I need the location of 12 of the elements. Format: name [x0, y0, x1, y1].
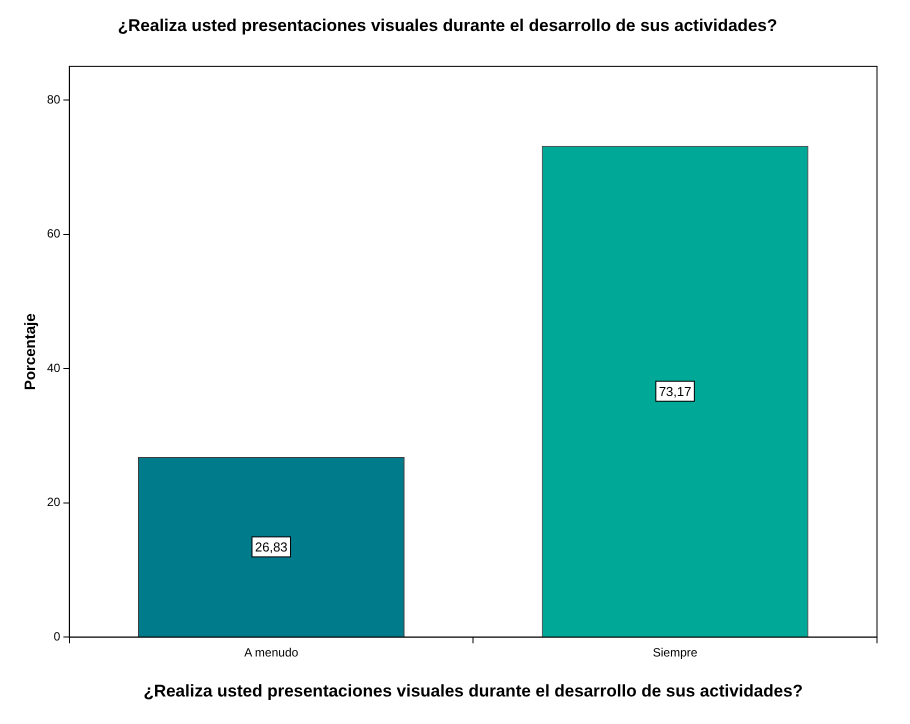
y-tick-label: 80: [46, 92, 61, 106]
y-tick-label: 20: [46, 495, 61, 510]
x-tick-label: Siempre: [652, 646, 698, 660]
y-tick-label: 60: [46, 226, 61, 241]
x-tick-label: A menudo: [244, 646, 299, 660]
y-axis-title: Porcentaje: [22, 313, 40, 390]
y-tick-label: 40: [46, 360, 61, 375]
data-label: 73,17: [658, 384, 692, 399]
data-label: 26,83: [254, 539, 288, 554]
chart-title: ¿Realiza usted presentaciones visuales durante el desarrollo de sus actividades?: [118, 16, 778, 35]
x-axis-title: ¿Realiza usted presentaciones visuales durante el desarrollo de sus actividades?: [143, 681, 803, 700]
y-tick-label: 0: [54, 630, 61, 644]
